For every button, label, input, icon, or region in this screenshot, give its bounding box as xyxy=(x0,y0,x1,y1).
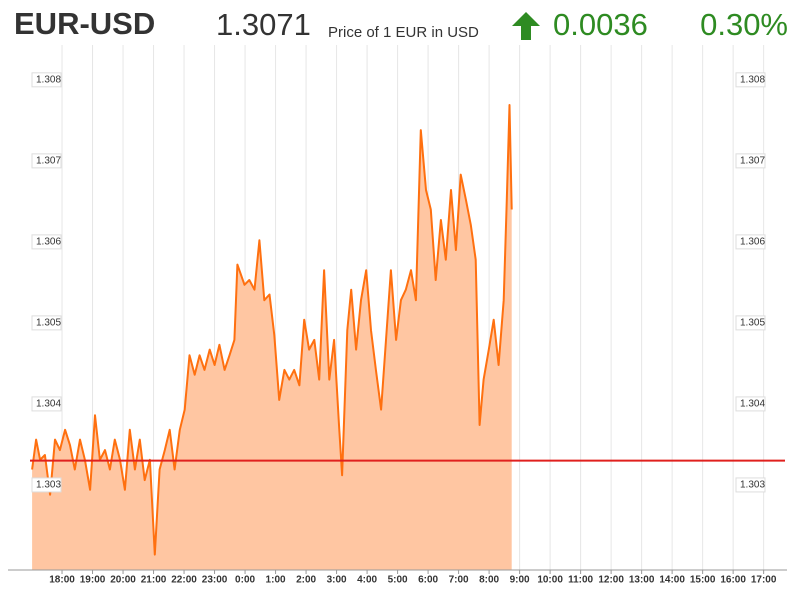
subtitle: Price of 1 EUR in USD xyxy=(328,24,479,41)
y-tick-label: 1.303 xyxy=(36,480,61,491)
x-tick-label: 18:00 xyxy=(49,575,75,586)
y-tick-label: 1.305 xyxy=(36,318,61,329)
x-tick-label: 16:00 xyxy=(720,575,746,586)
chart-title: EUR-USD xyxy=(14,6,155,41)
y-tick-box xyxy=(31,234,62,250)
up-arrow xyxy=(512,12,540,40)
area xyxy=(32,105,512,570)
x-tick-label: 3:00 xyxy=(327,575,347,586)
y-tick-label: 1.307 xyxy=(36,155,61,166)
y-tick-label: 1.308 xyxy=(36,74,61,85)
x-tick-label: 22:00 xyxy=(171,575,197,586)
y-tick-label: 1.306 xyxy=(740,237,765,248)
x-tick-label: 11:00 xyxy=(568,575,593,586)
x-tick-label: 19:00 xyxy=(80,575,106,586)
x-tick-label: 21:00 xyxy=(141,575,167,586)
y-tick-label: 1.305 xyxy=(740,318,765,329)
x-tick-label: 10:00 xyxy=(537,575,563,586)
x-tick-label: 15:00 xyxy=(690,575,716,586)
y-tick-box xyxy=(735,396,766,412)
y-tick-box xyxy=(31,72,62,88)
x-tick-label: 23:00 xyxy=(202,575,228,586)
y-tick-label: 1.304 xyxy=(36,399,61,410)
x-tick-label: 8:00 xyxy=(479,575,499,586)
y-tick-box xyxy=(735,72,766,88)
x-tick-label: 20:00 xyxy=(110,575,136,586)
x-tick-label: 17:00 xyxy=(751,575,777,586)
x-tick-label: 7:00 xyxy=(449,575,469,586)
x-tick-label: 14:00 xyxy=(659,575,685,586)
change: 0.0036 xyxy=(553,7,648,42)
y-tick-box xyxy=(735,477,766,493)
x-tick-label: 6:00 xyxy=(418,575,438,586)
y-tick-box xyxy=(31,396,62,412)
x-tick-label: 1:00 xyxy=(266,575,286,586)
x-tick-label: 13:00 xyxy=(629,575,655,586)
y-tick-label: 1.308 xyxy=(740,74,765,85)
y-tick-label: 1.306 xyxy=(36,237,61,248)
price: 1.3071 xyxy=(216,7,311,42)
price-line xyxy=(31,104,513,556)
x-tick-label: 12:00 xyxy=(598,575,624,586)
x-tick-label: 2:00 xyxy=(296,575,316,586)
y-tick-box xyxy=(735,234,766,250)
y-tick-box xyxy=(31,477,62,493)
x-tick-label: 4:00 xyxy=(357,575,377,586)
x-tick-label: 5:00 xyxy=(388,575,408,586)
y-tick-box xyxy=(735,315,766,331)
x-tick-label: 9:00 xyxy=(510,575,530,586)
y-tick-label: 1.304 xyxy=(740,399,765,410)
y-tick-box xyxy=(735,153,766,169)
x-tick-label: 0:00 xyxy=(235,575,255,586)
y-tick-label: 1.303 xyxy=(740,480,765,491)
y-tick-box xyxy=(31,153,62,169)
change-percent: 0.30% xyxy=(700,7,788,42)
y-tick-label: 1.307 xyxy=(740,155,765,166)
y-tick-box xyxy=(31,315,62,331)
